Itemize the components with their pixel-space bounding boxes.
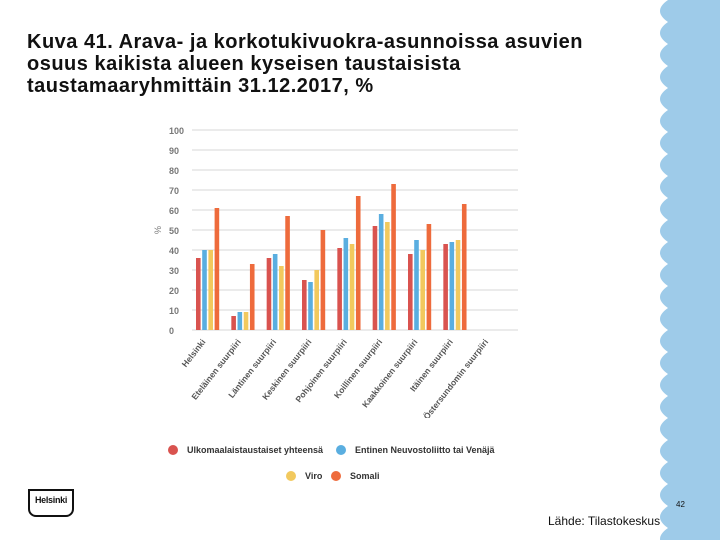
x-tick-label: Helsinki [180,337,208,369]
y-axis-label: % [153,226,163,234]
y-tick-label: 0 [169,326,174,336]
bar [414,240,419,330]
bar [202,250,207,330]
y-tick-label: 50 [169,226,179,236]
y-tick-label: 100 [169,126,184,136]
bar [272,254,278,330]
bar [208,250,213,330]
bar [243,312,249,330]
decorative-scallop-border [660,0,720,540]
legend-label: Viro [305,471,323,481]
y-tick-label: 30 [169,266,179,276]
title-line-2: osuus kaikista alueen kyseisen taustaisi… [27,53,461,75]
bar [349,244,355,330]
bar [343,238,349,330]
bar [320,230,326,330]
legend-label: Somali [350,471,380,481]
bar [372,226,378,330]
legend-item-somali: Somali [331,471,380,481]
bar [302,280,307,330]
bar [337,248,342,330]
bar [266,258,272,330]
y-tick-label: 60 [169,206,179,216]
y-tick-label: 10 [169,306,179,316]
title-line-1: Kuva 41. Arava- ja korkotukivuokra-asunn… [27,31,583,53]
source-note: Lähde: Tilastokeskus [548,514,661,528]
title-line-3: taustamaaryhmittäin 31.12.2017, % [27,75,374,97]
y-tick-label: 20 [169,286,179,296]
bar [443,244,448,330]
legend-swatch-blue [336,445,346,455]
bar [214,208,220,330]
bar [231,316,236,330]
bar [249,264,255,330]
legend-label: Entinen Neuvostoliitto tai Venäjä [355,445,495,455]
bar [196,258,201,330]
bar [461,204,467,330]
bar [385,222,390,330]
bar [308,282,313,330]
bar [314,270,319,330]
y-tick-label: 90 [169,146,179,156]
x-tick-label: Östersundomin suurpiiri [421,337,490,418]
bar [408,254,413,330]
legend-item-entinen-neuvostoliitto: Entinen Neuvostoliitto tai Venäjä [336,445,495,455]
helsinki-logo: Helsinki [28,489,74,517]
bar [378,214,384,330]
bar-chart: 0102030405060708090100%HelsinkiEteläinen… [153,126,518,418]
slide-title: Kuva 41. Arava- ja korkotukivuokra-asunn… [27,31,637,97]
y-tick-label: 70 [169,186,179,196]
bar [426,224,432,330]
bar [279,266,284,330]
page-number: 42 [676,500,685,509]
logo-text: Helsinki [34,495,68,505]
legend-swatch-yellow [286,471,296,481]
bar [237,312,243,330]
bar [285,216,290,330]
y-tick-label: 40 [169,246,179,256]
y-tick-label: 80 [169,166,179,176]
bar [420,250,425,330]
legend-swatch-orange [331,471,341,481]
bar [391,184,396,330]
bar [355,196,361,330]
legend-item-ulkomaalaistaustaiset: Ulkomaalaistaustaiset yhteensä [168,445,323,455]
legend-item-viro: Viro [286,471,322,481]
legend-label: Ulkomaalaistaustaiset yhteensä [187,445,324,455]
bar [455,240,461,330]
logo-shield [28,489,74,517]
bar [449,242,455,330]
legend-swatch-red [168,445,178,455]
